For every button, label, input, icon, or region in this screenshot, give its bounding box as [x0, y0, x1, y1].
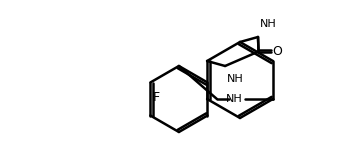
Text: NH: NH: [260, 19, 277, 29]
Text: F: F: [152, 91, 159, 104]
Text: NH: NH: [226, 94, 243, 104]
Text: NH: NH: [227, 74, 244, 84]
Text: O: O: [273, 45, 282, 58]
